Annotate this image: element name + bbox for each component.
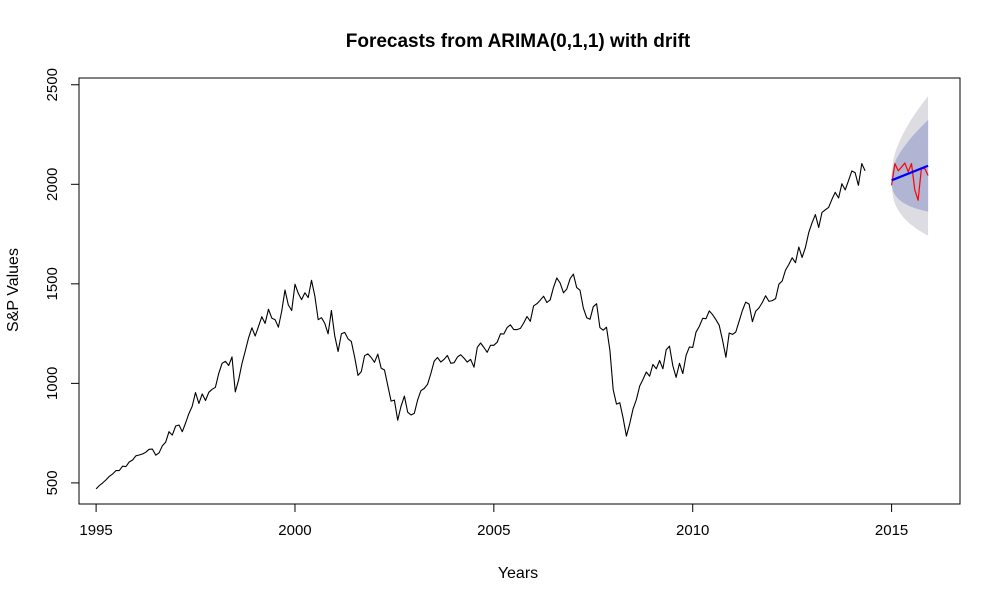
x-tick-label: 1995 (79, 522, 112, 539)
forecast-series (891, 164, 929, 182)
y-axis-label: S&P Values (5, 248, 22, 332)
forecast-line (891, 164, 929, 182)
prediction-bands (891, 96, 929, 236)
y-axis: 500 1000 1500 2000 2500 (44, 68, 79, 495)
y-tick-label: 500 (44, 470, 61, 495)
history-series (95, 163, 866, 490)
x-tick-label: 2010 (676, 522, 709, 539)
x-tick-label: 2000 (278, 522, 311, 539)
y-tick-label: 2500 (44, 68, 61, 101)
y-tick-label: 1000 (44, 367, 61, 400)
x-axis: 1995 2000 2005 2010 2015 (79, 503, 908, 539)
y-tick-label: 2000 (44, 168, 61, 201)
x-tick-label: 2015 (875, 522, 908, 539)
plot-frame (78, 77, 961, 505)
x-axis-label: Years (498, 565, 538, 582)
y-tick-label: 1500 (44, 267, 61, 300)
chart-title: Forecasts from ARIMA(0,1,1) with drift (346, 31, 691, 52)
x-tick-label: 2005 (477, 522, 510, 539)
history-line (95, 163, 866, 490)
